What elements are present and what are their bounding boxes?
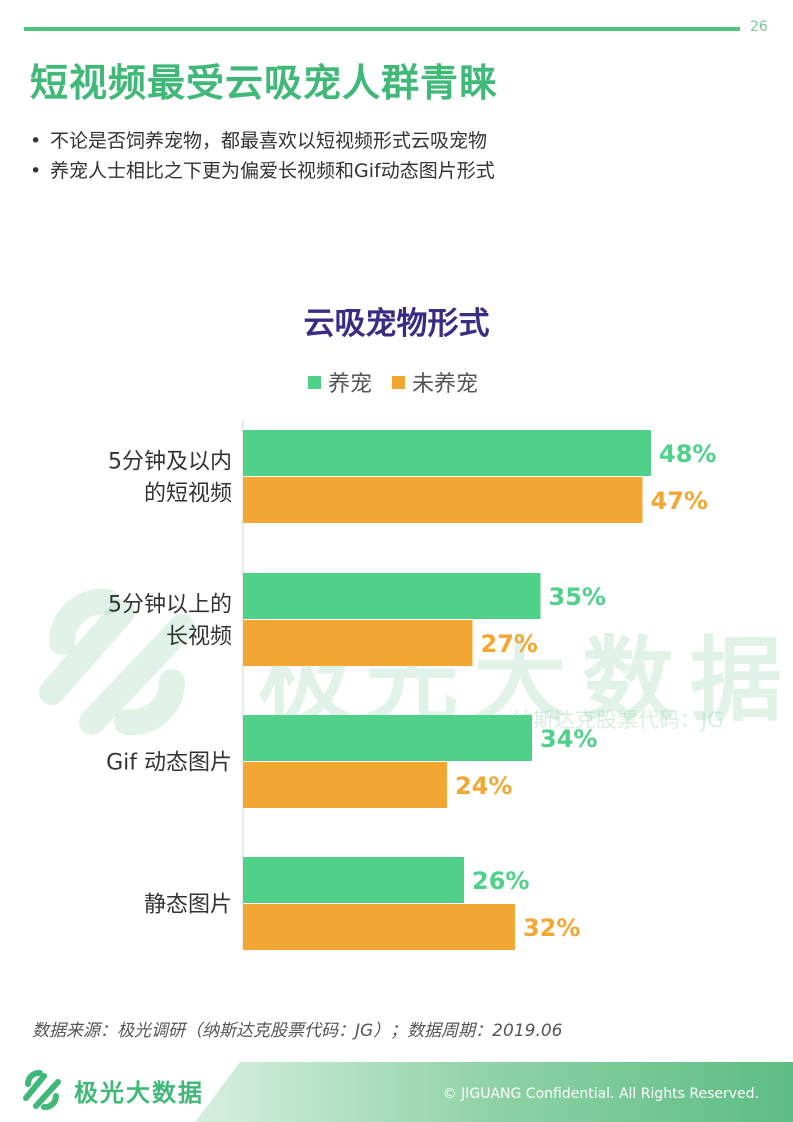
jiguang-logo-icon [23, 1069, 61, 1111]
legend-item-non-pet-owner: 未养宠 [392, 366, 478, 398]
category-label-1-0: 5分钟以上的 [108, 593, 232, 618]
category-label-0-0: 5分钟及以内 [108, 450, 232, 475]
bar-non-pet-owner-1 [243, 620, 473, 666]
footer-logo: 极光大数据 [20, 1068, 204, 1112]
data-label-pet-owner-0: 48% [659, 440, 716, 468]
category-label-1-1: 长视频 [166, 625, 232, 650]
legend-swatch-pet-owner [308, 375, 321, 389]
legend-swatch-non-pet-owner [392, 375, 406, 389]
legend-label-non-pet-owner: 未养宠 [412, 372, 479, 397]
category-label-2-0: Gif 动态图片 [106, 751, 232, 776]
data-label-non-pet-owner-2: 24% [455, 772, 512, 800]
bar-pet-owner-3 [243, 857, 464, 903]
top-rule [24, 27, 740, 31]
page-number: 26 [750, 19, 768, 35]
bullet-text: 不论是否饲养宠物，都最喜欢以短视频形式云吸宠物 [50, 130, 488, 152]
category-label-0-1: 的短视频 [144, 482, 232, 507]
data-label-non-pet-owner-3: 32% [523, 914, 580, 942]
data-label-pet-owner-3: 26% [472, 867, 529, 895]
bullet-list: • 不论是否饲养宠物，都最喜欢以短视频形式云吸宠物 • 养宠人士相比之下更为偏爱长视… [30, 126, 495, 186]
bar-non-pet-owner-0 [243, 477, 643, 523]
category-label-3-0: 静态图片 [144, 893, 232, 918]
bar-pet-owner-0 [243, 430, 651, 476]
data-source-note: 数据来源：极光调研（纳斯达克股票代码：JG）；数据周期：2019.06 [32, 1021, 563, 1041]
data-label-non-pet-owner-1: 27% [481, 630, 538, 658]
chart-legend: 养宠 未养宠 [308, 366, 478, 398]
page-title: 短视频最受云吸宠人群青睐 [30, 61, 499, 105]
data-label-non-pet-owner-0: 47% [651, 487, 708, 515]
watermark-subtext: 纳斯达克股票代码：JG [512, 708, 724, 732]
footer-logo-text: 极光大数据 [74, 1078, 204, 1107]
legend-label-pet-owner: 养宠 [328, 372, 373, 397]
copyright-notice: © JIGUANG Confidential. All Rights Reser… [442, 1086, 759, 1102]
bullet-item: • 不论是否饲养宠物，都最喜欢以短视频形式云吸宠物 [30, 130, 488, 152]
bar-pet-owner-2 [243, 715, 532, 761]
watermark-logo-icon [39, 588, 195, 736]
page-footer: 极光大数据 © JIGUANG Confidential. All Rights… [0, 1062, 793, 1122]
data-label-pet-owner-2: 34% [540, 725, 597, 753]
bar-pet-owner-1 [243, 573, 541, 619]
bar-non-pet-owner-2 [243, 762, 447, 808]
legend-item-pet-owner: 养宠 [308, 366, 372, 398]
bar-non-pet-owner-3 [243, 904, 515, 950]
bullet-text: 养宠人士相比之下更为偏爱长视频和Gif动态图片形式 [50, 160, 495, 182]
chart-title: 云吸宠物形式 [303, 306, 490, 342]
data-label-pet-owner-1: 35% [549, 583, 606, 611]
footer-band [195, 1062, 793, 1122]
bullet-item: • 养宠人士相比之下更为偏爱长视频和Gif动态图片形式 [30, 160, 495, 182]
